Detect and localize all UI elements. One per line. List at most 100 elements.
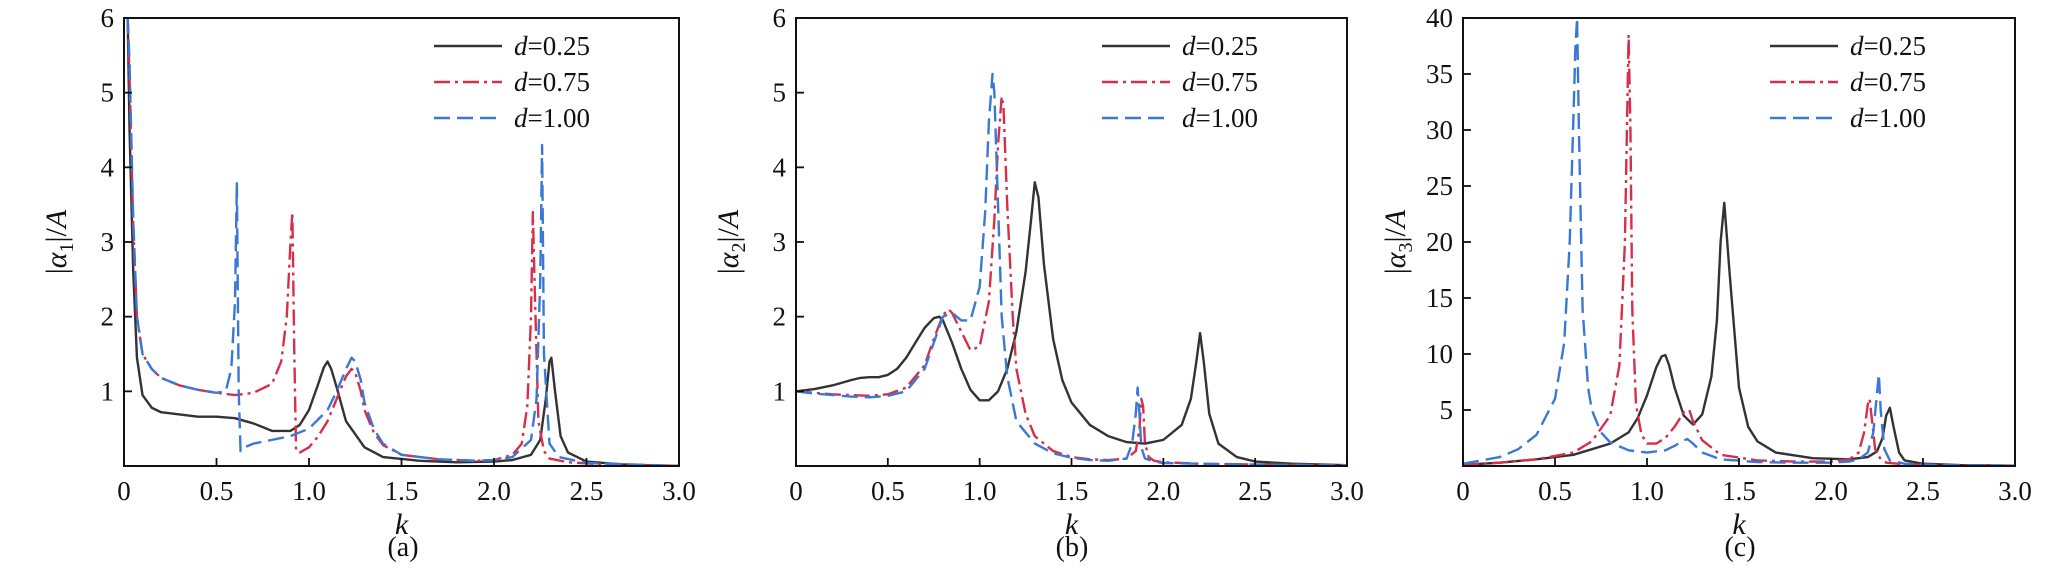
x-tick-label: 0 (789, 476, 803, 506)
legend-var: d (1182, 31, 1196, 61)
y-tick-label: 30 (1426, 115, 1453, 145)
chart-panel-3: 0 0.5 1.0 1.5 2.0 2.5 3.0 5 10 15 20 25 30 35 40 k |α3|/… (1379, 3, 2032, 563)
legend-var: d (1182, 103, 1196, 133)
x-axis-label: k (395, 508, 409, 541)
y-axis-label-symbol: α (712, 251, 745, 268)
y-tick-label: 10 (1426, 339, 1453, 369)
legend-var: d (514, 103, 528, 133)
y-axis-label-subscript: 1 (56, 242, 78, 252)
legend-entry: d=0.25 (1850, 31, 1926, 61)
y-tick-label: 3 (101, 227, 115, 257)
x-tick-label: 0.5 (1538, 476, 1572, 506)
y-axis-label-amplitude: A (40, 209, 73, 230)
y-tick-label: 3 (773, 227, 787, 257)
legend-entry: d=1.00 (514, 103, 590, 133)
x-tick-label: 2.5 (570, 476, 604, 506)
series-line-d-0-75 (1463, 33, 2015, 466)
y-axis-label-amplitude: A (1379, 209, 1412, 230)
legend-entry: d=0.25 (1182, 31, 1258, 61)
legend-value: =0.25 (1864, 31, 1926, 61)
series-line-d-1-00 (796, 72, 1347, 466)
y-axis-label-subscript: 2 (728, 242, 750, 252)
x-tick-label: 1.5 (385, 476, 419, 506)
y-axis-label: |α1|/A (40, 209, 78, 274)
x-tick-label: 1.0 (1630, 476, 1664, 506)
panel-caption: (b) (1056, 532, 1089, 563)
x-tick-label: 1.0 (292, 476, 326, 506)
legend-var: d (514, 31, 528, 61)
legend-value: =0.75 (1196, 67, 1258, 97)
plot-frame (123, 17, 680, 467)
legend-value: =0.75 (528, 67, 590, 97)
x-tick-label: 3.0 (1998, 476, 2032, 506)
legend-var: d (1182, 67, 1196, 97)
x-tick-label: 1.0 (963, 476, 997, 506)
y-tick-label: 25 (1426, 171, 1453, 201)
x-axis-label: k (1065, 508, 1079, 541)
y-tick-label: 1 (101, 376, 115, 406)
x-axis-label: k (1732, 508, 1746, 541)
legend-value: =0.25 (1196, 31, 1258, 61)
y-axis-label-symbol: α (40, 251, 73, 268)
x-tick-label: 2.5 (1906, 476, 1940, 506)
y-tick-label: 1 (773, 376, 787, 406)
y-tick-label: 5 (101, 78, 115, 108)
y-axis-label: |α3|/A (1379, 209, 1417, 274)
plot-frame (1462, 17, 2016, 467)
y-axis-label-bar: | (1379, 268, 1412, 274)
legend-value: =0.75 (1864, 67, 1926, 97)
legend-value: =1.00 (1864, 103, 1926, 133)
y-tick-label: 15 (1426, 283, 1453, 313)
x-tick-label: 0 (117, 476, 131, 506)
y-tick-label: 35 (1426, 59, 1453, 89)
y-tick-label: 5 (1440, 395, 1454, 425)
x-tick-label: 0.5 (871, 476, 905, 506)
y-axis-label-sep: |/ (712, 227, 745, 242)
y-axis-label-subscript: 3 (1395, 242, 1417, 252)
panel-caption: (c) (1724, 532, 1755, 563)
panel-caption: (a) (387, 532, 418, 563)
legend-entry: d=0.75 (514, 67, 590, 97)
y-axis-label-bar: | (40, 268, 73, 274)
series-line-d-0-25 (1463, 201, 2015, 466)
y-axis-label-symbol: α (1379, 251, 1412, 268)
legend-var: d (1850, 67, 1864, 97)
y-tick-label: 4 (101, 152, 115, 182)
x-tick-label: 3.0 (1330, 476, 1364, 506)
legend-entry: d=0.25 (514, 31, 590, 61)
y-axis-label-sep: |/ (1379, 227, 1412, 242)
y-axis-label-bar: | (712, 268, 745, 274)
legend-entry: d=0.75 (1182, 67, 1258, 97)
series-line-d-0-25 (796, 181, 1347, 466)
series-line-d-1-00 (1463, 18, 2015, 466)
y-axis-label-amplitude: A (712, 209, 745, 230)
x-tick-label: 0 (1456, 476, 1470, 506)
legend-var: d (1850, 103, 1864, 133)
x-tick-label: 2.0 (477, 476, 511, 506)
legend-value: =0.25 (528, 31, 590, 61)
y-tick-label: 40 (1426, 3, 1453, 33)
x-tick-label: 0.5 (200, 476, 234, 506)
legend-entry: d=0.75 (1850, 67, 1926, 97)
legend-entry: d=1.00 (1850, 103, 1926, 133)
plot-frame (795, 17, 1348, 467)
y-tick-label: 4 (773, 152, 787, 182)
y-tick-label: 6 (101, 3, 115, 33)
x-tick-label: 2.0 (1814, 476, 1848, 506)
legend-value: =1.00 (1196, 103, 1258, 133)
legend-var: d (514, 67, 528, 97)
y-axis-label: |α2|/A (712, 209, 750, 274)
x-tick-label: 2.5 (1238, 476, 1272, 506)
x-tick-label: 1.5 (1722, 476, 1756, 506)
x-tick-label: 1.5 (1055, 476, 1089, 506)
y-tick-label: 2 (101, 302, 115, 332)
series-line-d-0-75 (126, 18, 679, 466)
legend-value: =1.00 (528, 103, 590, 133)
y-tick-label: 5 (773, 78, 787, 108)
legend-entry: d=1.00 (1182, 103, 1258, 133)
y-tick-label: 2 (773, 302, 787, 332)
x-tick-label: 2.0 (1146, 476, 1180, 506)
legend-var: d (1850, 31, 1864, 61)
chart-panel-2: 0 0.5 1.0 1.5 2.0 2.5 3.0123456k|α2|/Ad=0.25d=… (712, 3, 1364, 563)
